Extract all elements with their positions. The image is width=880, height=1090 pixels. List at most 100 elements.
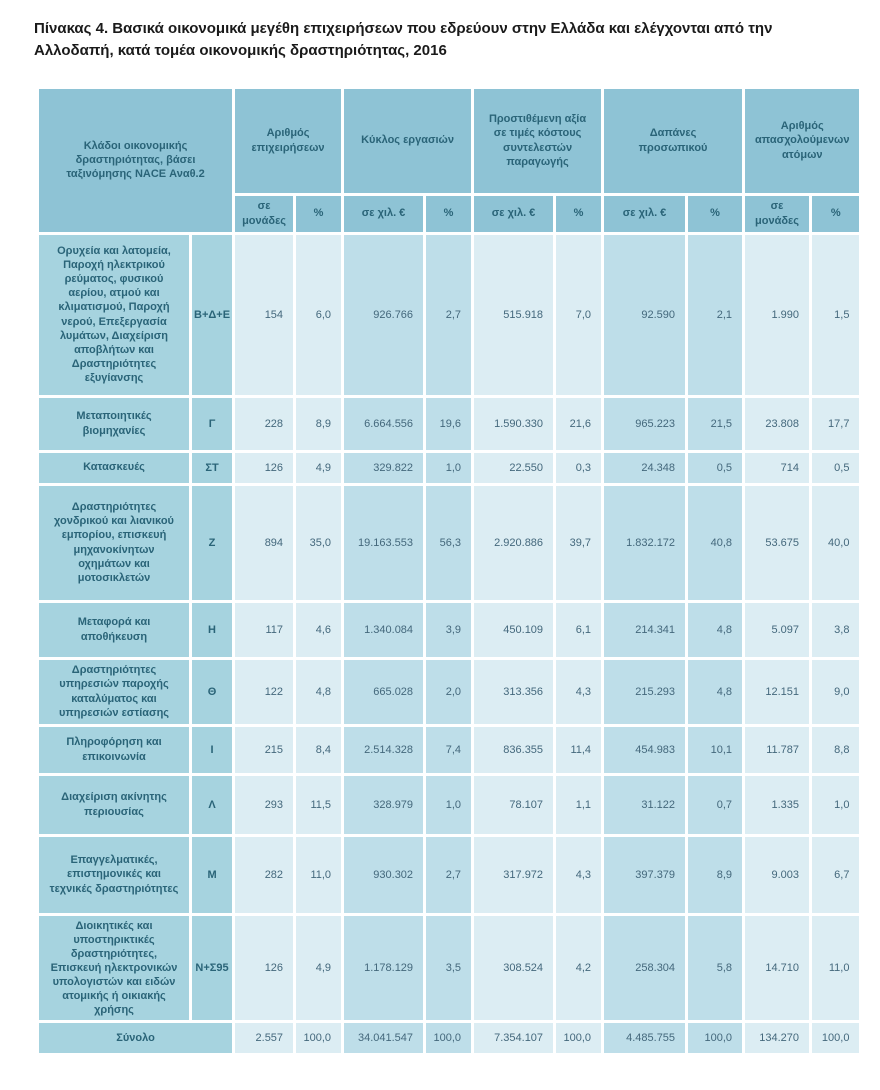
table-row: Επαγγελματικές, επιστημονικές και τεχνικ… — [39, 836, 860, 913]
total-value-cell: 100,0 — [426, 1023, 472, 1054]
value-cell: 1.990 — [745, 234, 810, 395]
value-cell: 22.550 — [474, 452, 554, 483]
value-cell: 293 — [235, 775, 294, 834]
value-cell: 17,7 — [812, 397, 860, 450]
value-cell: 6,7 — [812, 836, 860, 913]
value-cell: 2,7 — [426, 836, 472, 913]
table-row: Δραστηριότητες χονδρικού και λιανικού εμ… — [39, 485, 860, 600]
sector-cell: Ορυχεία και λατομεία, Παροχή ηλεκτρικού … — [39, 234, 189, 395]
unit-header: % — [296, 195, 342, 232]
unit-header-row: σε μονάδες % σε χιλ. € % σε χιλ. € % σε … — [39, 195, 860, 232]
group-header-row: Κλάδοι οικονομικής δραστηριότητας, βάσει… — [39, 88, 860, 232]
value-cell: 23.808 — [745, 397, 810, 450]
column-header-persons-employed: Αριθμός απασχολούμενων ατόμων — [745, 88, 860, 193]
total-value-cell: 100,0 — [812, 1023, 860, 1054]
table-row: Διοικητικές και υποστηρικτικές δραστηριό… — [39, 915, 860, 1021]
value-cell: 2,0 — [426, 659, 472, 724]
value-cell: 9,0 — [812, 659, 860, 724]
value-cell: 965.223 — [604, 397, 686, 450]
table-row: Μεταποιητικές βιομηχανίες Γ 228 8,9 6.664.55… — [39, 397, 860, 450]
sector-cell: Μεταφορά και αποθήκευση — [39, 602, 189, 657]
value-cell: 40,8 — [688, 485, 743, 600]
value-cell: 2,1 — [688, 234, 743, 395]
value-cell: 1,0 — [426, 775, 472, 834]
value-cell: 122 — [235, 659, 294, 724]
value-cell: 11,0 — [296, 836, 342, 913]
value-cell: 1,5 — [812, 234, 860, 395]
value-cell: 19.163.553 — [344, 485, 424, 600]
sector-cell: Διοικητικές και υποστηρικτικές δραστηριό… — [39, 915, 189, 1021]
value-cell: 1,1 — [556, 775, 602, 834]
nace-code-cell: Θ — [192, 659, 233, 724]
unit-header: % — [688, 195, 743, 232]
value-cell: 53.675 — [745, 485, 810, 600]
value-cell: 1,0 — [812, 775, 860, 834]
value-cell: 117 — [235, 602, 294, 657]
sector-cell: Κατασκευές — [39, 452, 189, 483]
table-row: Κατασκευές ΣΤ 126 4,9 329.822 1,0 22.550 0,3 24.… — [39, 452, 860, 483]
total-value-cell: 7.354.107 — [474, 1023, 554, 1054]
table-row: Δραστηριότητες υπηρεσιών παροχής καταλύμ… — [39, 659, 860, 724]
value-cell: 4,8 — [296, 659, 342, 724]
value-cell: 78.107 — [474, 775, 554, 834]
value-cell: 21,5 — [688, 397, 743, 450]
nace-code-cell: Ζ — [192, 485, 233, 600]
value-cell: 0,7 — [688, 775, 743, 834]
value-cell: 92.590 — [604, 234, 686, 395]
value-cell: 258.304 — [604, 915, 686, 1021]
value-cell: 1.340.084 — [344, 602, 424, 657]
value-cell: 450.109 — [474, 602, 554, 657]
sector-cell: Διαχείριση ακίνητης περιουσίας — [39, 775, 189, 834]
total-value-cell: 100,0 — [296, 1023, 342, 1054]
value-cell: 1.832.172 — [604, 485, 686, 600]
value-cell: 836.355 — [474, 726, 554, 773]
value-cell: 4,9 — [296, 452, 342, 483]
unit-header: % — [556, 195, 602, 232]
value-cell: 154 — [235, 234, 294, 395]
nace-code-cell: Λ — [192, 775, 233, 834]
value-cell: 329.822 — [344, 452, 424, 483]
value-cell: 6,0 — [296, 234, 342, 395]
value-cell: 40,0 — [812, 485, 860, 600]
value-cell: 7,4 — [426, 726, 472, 773]
value-cell: 6.664.556 — [344, 397, 424, 450]
sector-cell: Πληροφόρηση και επικοινωνία — [39, 726, 189, 773]
table-row: Μεταφορά και αποθήκευση Η 117 4,6 1.340.084 3… — [39, 602, 860, 657]
value-cell: 926.766 — [344, 234, 424, 395]
unit-header: σε χιλ. € — [344, 195, 424, 232]
table-row: Πληροφόρηση και επικοινωνία Ι 215 8,4 2.514.… — [39, 726, 860, 773]
column-header-value-added: Προστιθέμενη αξία σε τιμές κόστους συντε… — [474, 88, 602, 193]
unit-header: σε χιλ. € — [604, 195, 686, 232]
unit-header: % — [812, 195, 860, 232]
value-cell: 11.787 — [745, 726, 810, 773]
value-cell: 56,3 — [426, 485, 472, 600]
value-cell: 21,6 — [556, 397, 602, 450]
value-cell: 3,8 — [812, 602, 860, 657]
total-label-cell: Σύνολο — [39, 1023, 233, 1054]
sector-cell: Δραστηριότητες χονδρικού και λιανικού εμ… — [39, 485, 189, 600]
total-value-cell: 4.485.755 — [604, 1023, 686, 1054]
nace-code-cell: Μ — [192, 836, 233, 913]
sector-cell: Μεταποιητικές βιομηχανίες — [39, 397, 189, 450]
table-header: Κλάδοι οικονομικής δραστηριότητας, βάσει… — [39, 88, 860, 232]
statistics-table: Κλάδοι οικονομικής δραστηριότητας, βάσει… — [36, 85, 863, 1057]
value-cell: 8,9 — [296, 397, 342, 450]
value-cell: 10,1 — [688, 726, 743, 773]
value-cell: 1.335 — [745, 775, 810, 834]
value-cell: 313.356 — [474, 659, 554, 724]
stub-header: Κλάδοι οικονομικής δραστηριότητας, βάσει… — [39, 88, 233, 232]
value-cell: 2,7 — [426, 234, 472, 395]
value-cell: 0,5 — [688, 452, 743, 483]
sector-cell: Επαγγελματικές, επιστημονικές και τεχνικ… — [39, 836, 189, 913]
unit-header: % — [426, 195, 472, 232]
unit-header: σε μονάδες — [745, 195, 810, 232]
value-cell: 8,8 — [812, 726, 860, 773]
value-cell: 0,3 — [556, 452, 602, 483]
value-cell: 215.293 — [604, 659, 686, 724]
value-cell: 5,8 — [688, 915, 743, 1021]
value-cell: 4,9 — [296, 915, 342, 1021]
value-cell: 215 — [235, 726, 294, 773]
nace-code-cell: ΣΤ — [192, 452, 233, 483]
value-cell: 515.918 — [474, 234, 554, 395]
